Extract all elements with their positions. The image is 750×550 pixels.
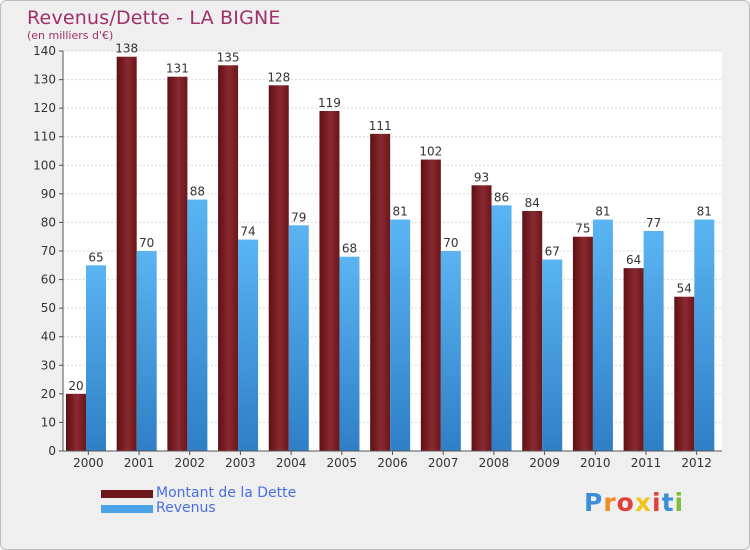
logo-letter: t (661, 488, 675, 517)
chart-subtitle: (en milliers d'€) (27, 29, 114, 42)
x-tick-label: 2007 (428, 456, 459, 470)
logo-letter: o (616, 488, 635, 517)
dette-bar (218, 65, 239, 452)
revenus-value-label: 65 (88, 250, 103, 264)
y-tick-label: 110 (33, 130, 56, 144)
y-tick-label: 60 (41, 273, 56, 287)
x-tick-label: 2000 (73, 456, 104, 470)
dette-bar (623, 268, 644, 451)
logo-letter: i (652, 488, 662, 517)
revenus-value-label: 70 (139, 236, 154, 250)
y-tick-label: 20 (41, 387, 56, 401)
y-tick-label: 100 (33, 158, 56, 172)
dette-value-label: 84 (525, 196, 540, 210)
logo-letter: r (603, 488, 617, 517)
revenus-bar (390, 219, 411, 451)
revenus-bar (86, 265, 106, 451)
x-tick-label: 2003 (225, 456, 256, 470)
revenus-value-label: 79 (291, 210, 306, 224)
y-tick-label: 0 (48, 444, 56, 458)
x-tick-label: 2006 (377, 456, 408, 470)
revenus-value-label: 86 (494, 190, 509, 204)
dette-value-label: 93 (474, 170, 489, 184)
dette-bar (268, 85, 289, 452)
y-tick-label: 80 (41, 215, 56, 229)
revenus-value-label: 68 (342, 242, 357, 256)
dette-value-label: 75 (575, 222, 590, 236)
legend-label-revenus: Revenus (156, 500, 216, 516)
logo-letter: x (634, 488, 652, 517)
dette-bar (319, 111, 340, 451)
dette-value-label: 128 (267, 70, 290, 84)
legend-swatch-dette (101, 490, 153, 498)
dette-value-label: 54 (677, 282, 692, 296)
dette-bar (370, 133, 391, 451)
dette-bar (522, 211, 543, 451)
y-tick-label: 40 (41, 330, 56, 344)
dette-value-label: 102 (419, 145, 442, 159)
dette-bar (167, 76, 188, 451)
y-tick-label: 10 (41, 415, 56, 429)
revenus-value-label: 70 (443, 236, 458, 250)
logo-letter: P (584, 488, 604, 517)
dette-bar (471, 185, 492, 452)
x-tick-label: 2005 (327, 456, 358, 470)
dette-bar (572, 236, 593, 451)
dette-bar (674, 296, 695, 451)
revenus-bar (491, 205, 512, 451)
revenus-bar (136, 251, 157, 451)
x-tick-label: 2012 (681, 456, 712, 470)
x-tick-label: 2010 (580, 456, 611, 470)
x-tick-label: 2002 (174, 456, 205, 470)
dette-value-label: 119 (318, 96, 341, 110)
y-tick-label: 50 (41, 301, 56, 315)
revenus-bar (542, 259, 563, 451)
logo-letter: i (674, 488, 685, 517)
dette-bar (420, 159, 441, 452)
y-tick-label: 30 (41, 358, 56, 372)
revenus-bar (440, 251, 461, 451)
revenus-value-label: 74 (240, 225, 255, 239)
y-tick-label: 90 (41, 187, 56, 201)
revenus-bar (643, 231, 664, 451)
y-tick-label: 70 (41, 244, 56, 258)
dette-value-label: 138 (115, 42, 138, 56)
proxiti-logo: Proxiti (584, 488, 684, 517)
legend-swatch-revenus (101, 505, 153, 513)
dette-value-label: 20 (68, 379, 83, 393)
y-tick-label: 130 (33, 73, 56, 87)
revenus-value-label: 81 (393, 205, 408, 219)
x-tick-label: 2004 (276, 456, 307, 470)
x-tick-label: 2001 (124, 456, 155, 470)
dette-value-label: 131 (166, 62, 189, 76)
revenus-bar (187, 199, 208, 451)
dette-value-label: 111 (369, 119, 392, 133)
dette-bar (116, 56, 137, 451)
x-tick-label: 2011 (631, 456, 662, 470)
y-tick-label: 140 (33, 44, 56, 58)
y-tick-label: 120 (33, 101, 56, 115)
revenus-bar (288, 225, 309, 451)
revenus-bar (339, 256, 360, 451)
revenus-bar (238, 239, 259, 451)
revenus-bar (592, 219, 613, 451)
revenus-bar (694, 219, 715, 451)
dette-value-label: 64 (626, 253, 641, 267)
dette-bar (66, 393, 86, 451)
x-tick-label: 2008 (479, 456, 510, 470)
revenus-value-label: 81 (697, 205, 712, 219)
dette-value-label: 135 (217, 50, 240, 64)
chart-title: Revenus/Dette - LA BIGNE (27, 7, 281, 29)
revenus-value-label: 77 (646, 216, 661, 230)
revenus-value-label: 81 (595, 205, 610, 219)
x-tick-label: 2009 (529, 456, 560, 470)
legend-label-dette: Montant de la Dette (156, 485, 297, 501)
revenus-value-label: 88 (190, 185, 205, 199)
revenus-value-label: 67 (545, 245, 560, 259)
